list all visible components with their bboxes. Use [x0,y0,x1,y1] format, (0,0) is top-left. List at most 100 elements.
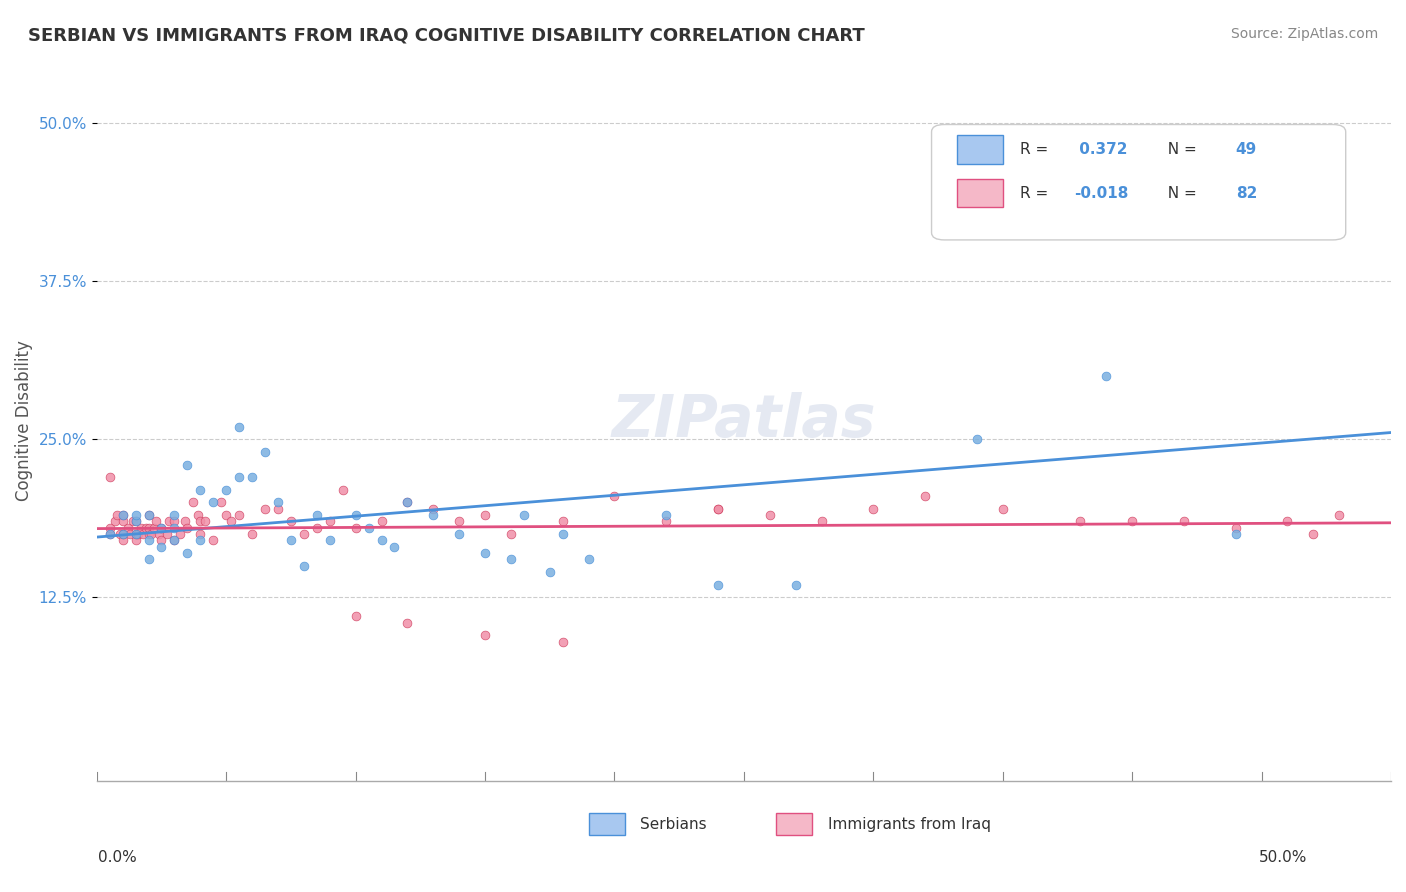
Point [1121,515,1143,529]
Point [305,521,328,535]
Point [1095,368,1118,383]
Point [169,527,191,541]
FancyBboxPatch shape [589,814,624,835]
Point [188,527,211,541]
Point [862,501,884,516]
Point [319,515,342,529]
Point [111,508,134,523]
Point [202,533,225,548]
Text: N =: N = [1159,186,1202,201]
Point [422,508,444,523]
Point [163,533,186,548]
Point [187,508,209,523]
Point [163,508,186,523]
Point [474,628,496,642]
Point [474,546,496,560]
Point [655,515,678,529]
Point [253,501,276,516]
Point [707,501,730,516]
Point [332,483,354,497]
Text: R =: R = [1019,186,1053,201]
Point [758,508,780,523]
Point [384,540,406,554]
Point [344,609,367,624]
Point [124,515,146,529]
Point [319,533,342,548]
Text: 0.0%: 0.0% [98,850,138,865]
Point [98,527,121,541]
Point [1302,527,1324,541]
Point [98,470,121,484]
Text: 82: 82 [1236,186,1257,201]
Point [267,501,290,516]
Point [111,508,134,523]
Point [966,432,988,446]
Point [538,565,561,579]
Point [240,470,263,484]
Point [188,515,211,529]
Point [124,533,146,548]
Point [145,515,167,529]
Point [810,515,832,529]
Point [305,508,328,523]
Point [124,508,146,523]
Point [1225,521,1247,535]
Point [163,521,186,535]
Text: R =: R = [1019,142,1053,157]
Text: Source: ZipAtlas.com: Source: ZipAtlas.com [1230,27,1378,41]
Point [194,515,217,529]
Point [138,508,160,523]
Point [292,527,315,541]
Point [129,521,152,535]
Point [122,515,145,529]
Point [98,527,121,541]
Point [474,508,496,523]
Point [785,578,807,592]
Point [157,515,180,529]
Text: ZIPatlas: ZIPatlas [612,392,876,449]
Point [173,515,195,529]
Point [124,527,146,541]
Point [603,489,626,503]
FancyBboxPatch shape [957,136,1002,164]
Point [707,501,730,516]
Point [150,533,173,548]
Point [370,515,392,529]
Point [396,495,419,509]
Point [215,483,238,497]
Point [98,521,121,535]
Point [142,521,165,535]
Point [107,508,129,523]
Point [1225,527,1247,541]
Point [1277,217,1299,231]
Point [202,495,225,509]
Point [150,521,173,535]
Text: Serbians: Serbians [640,817,707,831]
Point [344,521,367,535]
Point [370,533,392,548]
Point [138,521,160,535]
Point [513,508,536,523]
Point [138,533,160,548]
Point [176,546,198,560]
Point [176,458,198,472]
Y-axis label: Cognitive Disability: Cognitive Disability [15,340,32,500]
Point [104,515,127,529]
Point [267,495,290,509]
Text: N =: N = [1159,142,1202,157]
Point [209,495,232,509]
Point [150,521,173,535]
Point [396,495,419,509]
Point [111,515,134,529]
Point [551,634,574,648]
Point [124,527,146,541]
FancyBboxPatch shape [957,178,1002,208]
Point [396,615,419,630]
Point [139,527,162,541]
Point [163,515,186,529]
Point [551,515,574,529]
Point [138,508,160,523]
Point [1329,508,1351,523]
FancyBboxPatch shape [776,814,813,835]
Point [449,515,471,529]
